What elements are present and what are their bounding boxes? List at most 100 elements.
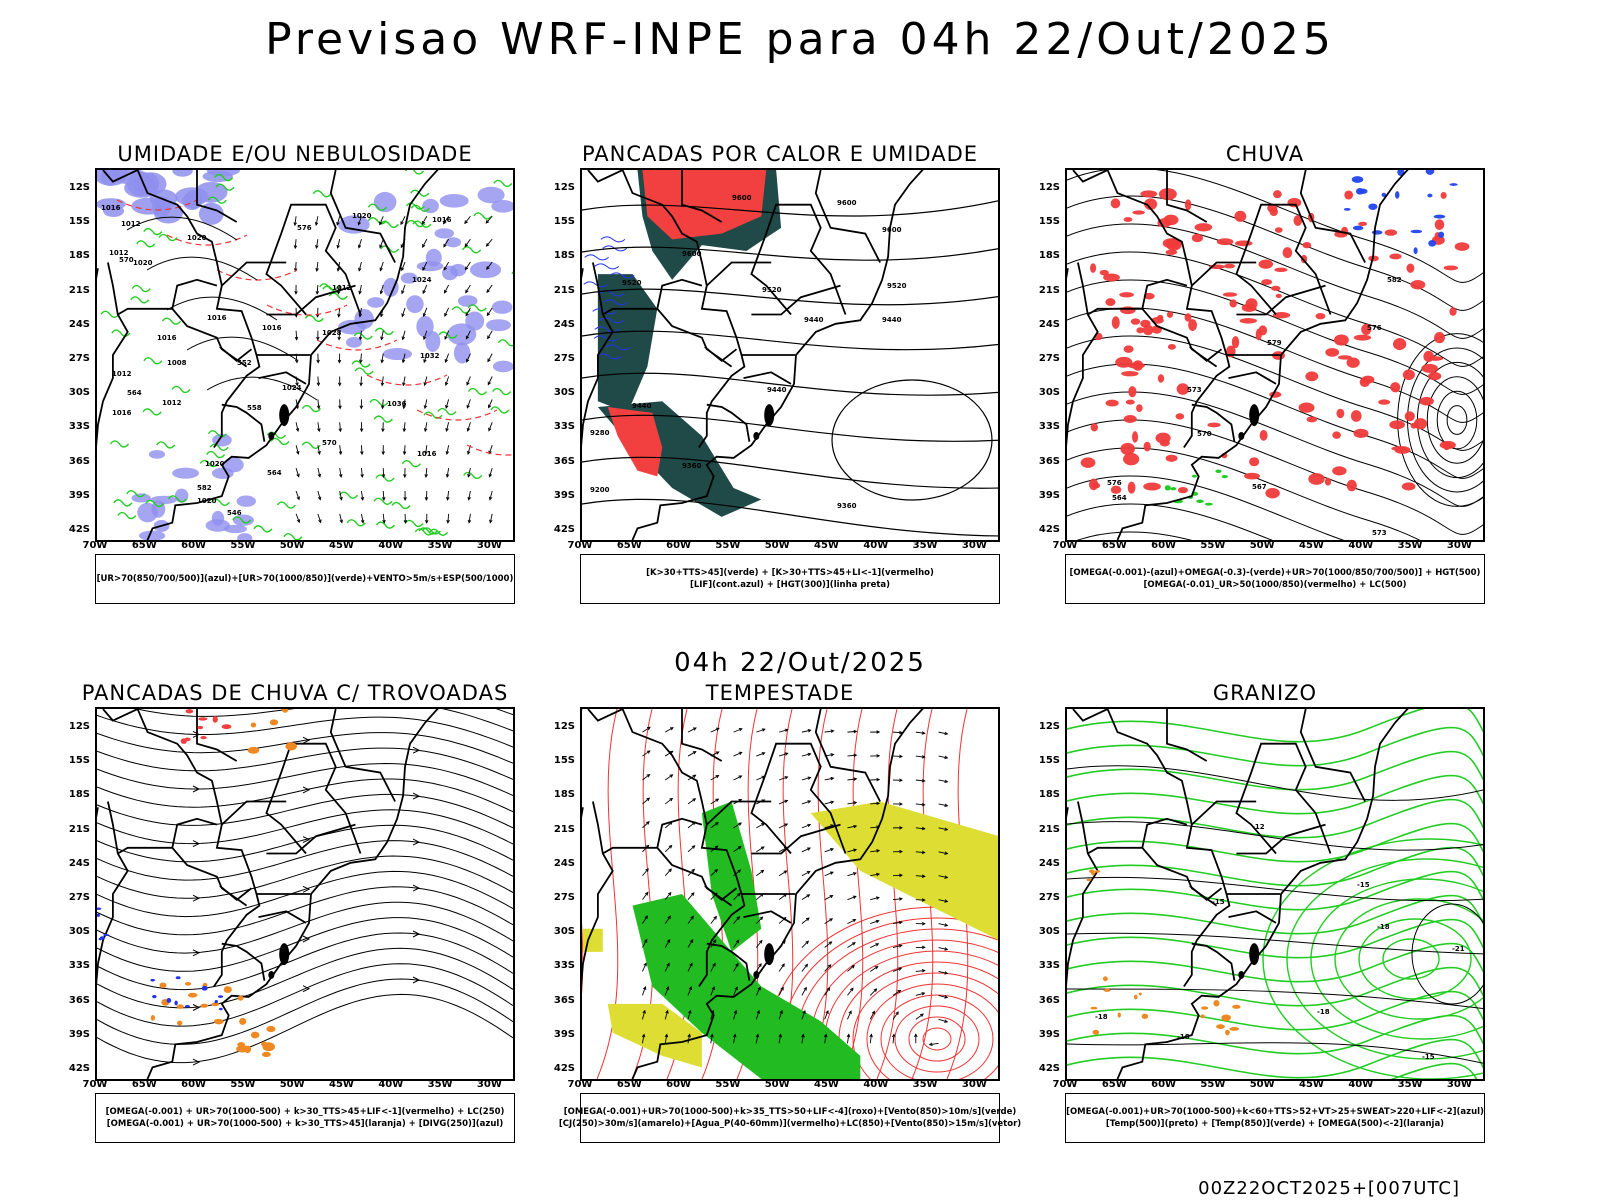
contour-label: 564 xyxy=(1112,494,1127,502)
contour-label: 1036 xyxy=(387,400,407,408)
lat-tick-label: 15S xyxy=(68,216,90,228)
lon-tick-label: 30W xyxy=(1446,540,1472,551)
panel-title: PANCADAS DE CHUVA C/ TROVOADAS xyxy=(81,681,509,705)
panel-title: TEMPESTADE xyxy=(705,681,855,705)
lon-tick-label: 40W xyxy=(1348,540,1374,551)
lat-tick-label: 42S xyxy=(553,1063,575,1074)
contour-label: 576 xyxy=(1107,479,1122,487)
legend-line: [CJ(250)>30m/s](amarelo)+[Agua_P(40-60mm… xyxy=(558,1119,1022,1129)
lat-tick-label: 30S xyxy=(1038,387,1060,399)
contour-label: 558 xyxy=(247,404,262,412)
lat-tick-label: 39S xyxy=(68,489,90,501)
lon-tick-label: 40W xyxy=(1348,1079,1374,1090)
lat-tick-label: 21S xyxy=(68,823,90,835)
lon-tick-label: 30W xyxy=(961,540,987,551)
lat-tick-label: 27S xyxy=(68,892,90,903)
panel-tempestade: TEMPESTADE 12S 15S 18S 21S 24S 27S 30S 33S 36S 39S… xyxy=(535,681,1025,1171)
contour-label: 1016 xyxy=(101,204,121,212)
lat-tick-label: 12S xyxy=(68,721,90,732)
lat-tick-label: 24S xyxy=(1038,857,1060,869)
contour-label: 570 xyxy=(1197,430,1212,438)
lon-tick-label: 35W xyxy=(1397,540,1423,551)
lat-tick-label: 36S xyxy=(68,994,90,1006)
contour-label: -18 xyxy=(1377,923,1390,931)
contour-label: -15 xyxy=(1212,898,1225,906)
lat-tick-label: 42S xyxy=(68,524,90,535)
map-svg: -12 -15 -15 -18 -18 -21 -18 -18 -15 xyxy=(1067,709,1483,1079)
lon-tick-label: 35W xyxy=(427,1079,453,1090)
lat-tick-label: 42S xyxy=(1038,1063,1060,1074)
legend-line: [OMEGA(-0.001) + UR>70(1000-500) + k>30_… xyxy=(106,1119,504,1129)
lat-tick-label: 24S xyxy=(68,318,90,330)
lat-tick-label: 27S xyxy=(1038,353,1060,364)
lon-tick-label: 55W xyxy=(715,1079,741,1090)
lon-tick-label: 45W xyxy=(329,540,354,551)
lat-tick-label: 27S xyxy=(68,353,90,364)
map-svg: 582 579 576 573 570 567 564 576 573 xyxy=(1067,170,1483,540)
contour-label: 1016 xyxy=(262,324,282,332)
contour-label: 9200 xyxy=(590,486,610,494)
contour-label: 564 xyxy=(267,469,282,477)
panel-title: GRANIZO xyxy=(1212,681,1318,705)
panel-umidade: UMIDADE E/OU NEBULOSIDADE 1016 1012 1020 101… xyxy=(50,142,540,632)
lat-tick-label: 27S xyxy=(1038,892,1060,903)
lon-tick-label: 45W xyxy=(1299,540,1324,551)
lat-tick-label: 33S xyxy=(1038,421,1060,433)
panel-title: UMIDADE E/OU NEBULOSIDADE xyxy=(117,142,473,166)
panel-legend: [OMEGA(-0.001)-(azul)+OMEGA(-0.3)-(verde… xyxy=(1065,554,1485,604)
contour-label: 9600 xyxy=(682,250,702,258)
lat-tick-label: 18S xyxy=(1038,789,1060,801)
lon-tick-label: 55W xyxy=(1200,540,1226,551)
lat-tick-label: 36S xyxy=(1038,994,1060,1006)
contour-label: -15 xyxy=(1357,881,1370,889)
contour-label: 582 xyxy=(197,484,212,492)
contour-label: 1024 xyxy=(412,276,432,284)
lon-tick-label: 60W xyxy=(666,540,692,551)
lat-tick-label: 12S xyxy=(68,182,90,193)
lat-tick-label: 18S xyxy=(553,789,575,801)
lon-tick-label: 60W xyxy=(1151,540,1177,551)
lon-tick-label: 70W xyxy=(82,540,108,551)
map-area xyxy=(580,707,1000,1081)
contour-label: 1012 xyxy=(109,249,129,257)
lat-tick-label: 21S xyxy=(68,284,90,296)
lat-tick-label: 24S xyxy=(553,857,575,869)
legend-line: [Temp(500)](preto) + [Temp(850)](verde) … xyxy=(1105,1119,1445,1129)
lat-tick-label: 15S xyxy=(553,755,575,767)
lon-tick-label: 40W xyxy=(378,1079,404,1090)
lat-tick-label: 30S xyxy=(68,387,90,399)
legend-line: [LIF](cont.azul) + [HGT(300)](linha pret… xyxy=(689,580,891,590)
lat-tick-label: 33S xyxy=(68,421,90,433)
contour-label: 1012 xyxy=(162,399,182,407)
lon-tick-label: 30W xyxy=(1446,1079,1472,1090)
main-title: Previsao WRF-INPE para 04h 22/Out/2025 xyxy=(265,14,1335,65)
lon-tick-label: 70W xyxy=(82,1079,108,1090)
lat-tick-label: 42S xyxy=(1038,524,1060,535)
lat-tick-label: 21S xyxy=(553,284,575,296)
lon-tick-label: 55W xyxy=(230,540,256,551)
lat-tick-label: 36S xyxy=(68,455,90,467)
lon-tick-label: 45W xyxy=(814,1079,839,1090)
contour-label: 9600 xyxy=(882,226,902,234)
panel-title: PANCADAS POR CALOR E UMIDADE xyxy=(581,142,979,166)
legend-line: [OMEGA(-0.01)_UR>50(1000/850)(vermelho) … xyxy=(1143,580,1407,590)
lon-tick-label: 65W xyxy=(131,540,157,551)
contour-label: 570 xyxy=(119,256,134,264)
lat-tick-label: 42S xyxy=(553,524,575,535)
lon-tick-label: 60W xyxy=(181,1079,207,1090)
lon-tick-label: 35W xyxy=(1397,1079,1423,1090)
lon-tick-label: 45W xyxy=(329,1079,354,1090)
lon-tick-label: 30W xyxy=(476,540,502,551)
lon-tick-label: 55W xyxy=(1200,1079,1226,1090)
contour-label: 9360 xyxy=(837,502,857,510)
contour-label: 582 xyxy=(1387,276,1402,284)
contour-label: 9600 xyxy=(837,199,857,207)
panel-pancadas-calor: PANCADAS POR CALOR E UMIDADE 9600 9600 9600… xyxy=(535,142,1025,632)
lat-tick-label: 33S xyxy=(1038,960,1060,972)
contour-label: 9520 xyxy=(887,282,907,290)
lon-tick-label: 40W xyxy=(863,540,889,551)
lon-tick-label: 30W xyxy=(961,1079,987,1090)
lat-tick-label: 12S xyxy=(1038,721,1060,732)
lat-tick-label: 27S xyxy=(553,353,575,364)
contour-label: 1020 xyxy=(205,460,225,468)
